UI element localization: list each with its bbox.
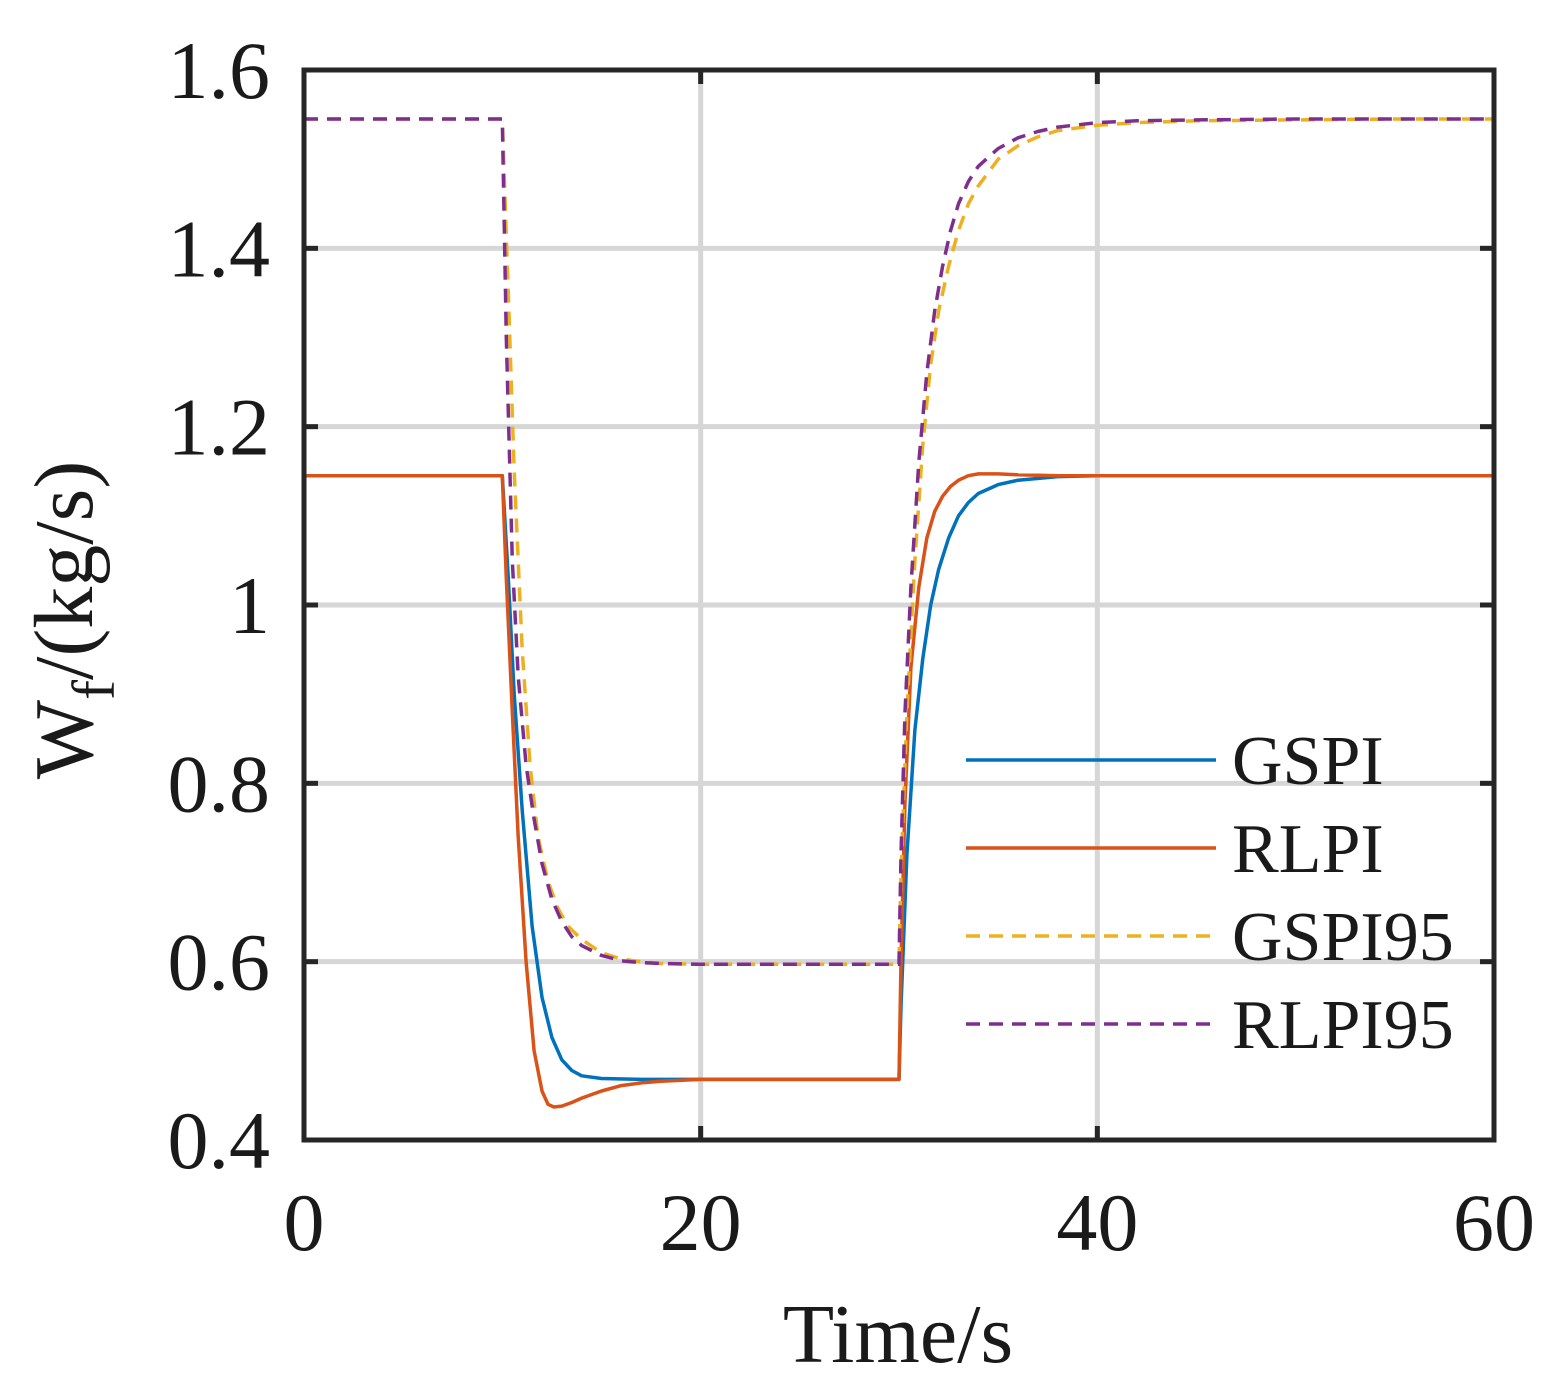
y-axis-label-subscript: f [61,680,127,700]
x-tick-label: 20 [660,1177,742,1268]
y-axis-label-main: W [18,699,111,779]
x-tick-label: 0 [284,1177,325,1268]
data-series [304,117,1494,1109]
y-tick-label: 1.4 [168,203,271,294]
series-line-rlpi95 [304,117,1494,967]
y-tick-label: 0.8 [168,738,271,829]
y-tick-label: 1.6 [168,25,271,116]
x-tick-label: 60 [1453,1177,1535,1268]
y-axis-label: Wf/(kg/s) [18,461,127,780]
series-line-rlpi [304,472,1494,1109]
y-tick-label: 1 [229,560,270,651]
legend-label-gspi: GSPI [1232,723,1384,800]
y-tick-label: 1.2 [168,382,271,473]
legend-label-rlpi95: RLPI95 [1232,987,1454,1064]
legend-label-gspi95: GSPI95 [1232,899,1454,976]
legend: GSPI RLPI GSPI95 RLPI95 [966,723,1454,1064]
x-tick-label: 40 [1056,1177,1138,1268]
x-axis-label: Time/s [783,1288,1013,1381]
legend-label-rlpi: RLPI [1232,811,1384,888]
y-tick-label: 0.4 [168,1095,271,1186]
y-axis-label-unit: /(kg/s) [18,461,111,680]
axis-ticks: 0 20 40 60 0.4 0.6 0.8 1 1.2 1.4 1.6 [168,25,1536,1268]
y-tick-label: 0.6 [168,917,271,1008]
